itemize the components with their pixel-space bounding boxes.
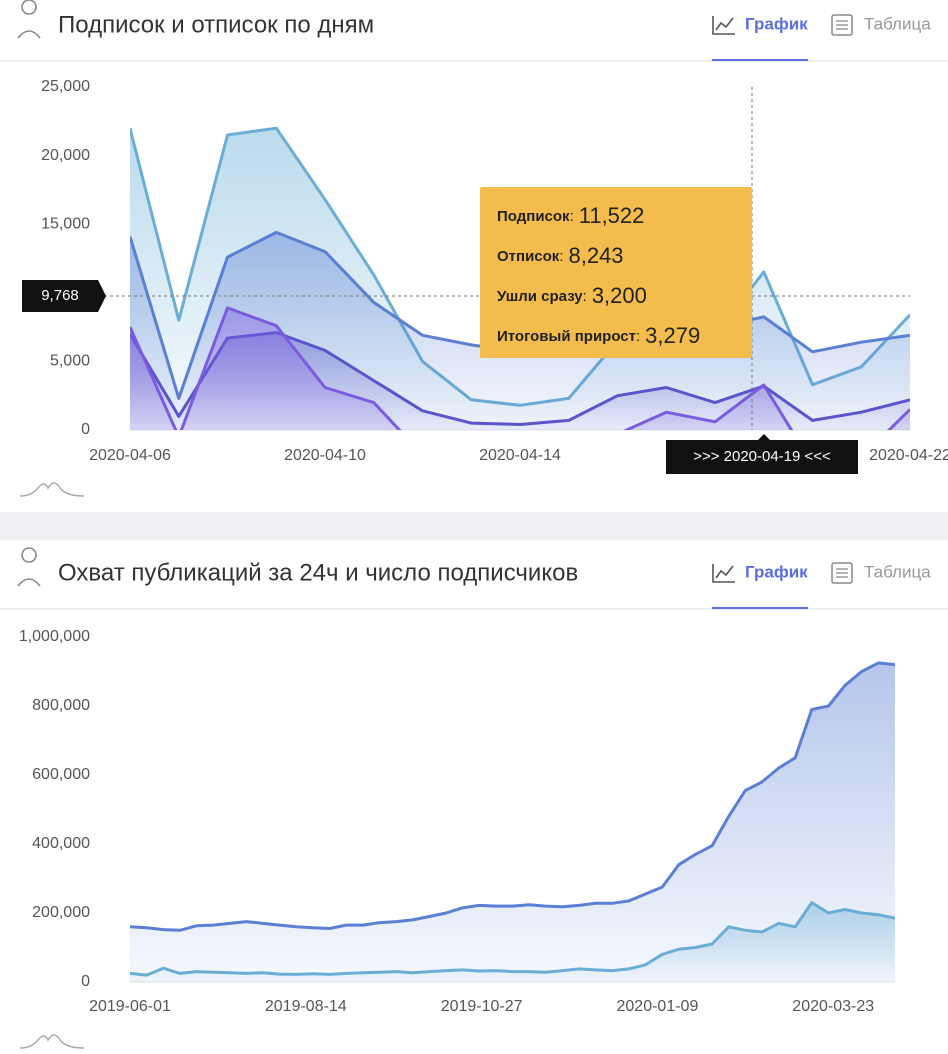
y-tick-label: 20,000 — [41, 147, 90, 164]
sparkline-icon — [19, 1034, 85, 1049]
tab-icon — [831, 14, 853, 36]
series-line — [130, 901, 895, 977]
tab-icon — [836, 20, 848, 30]
x-tick-label: 2020-03-23 — [792, 998, 874, 1015]
x-tick-label: 2020-04-14 — [479, 447, 561, 464]
x-tick-label: 2019-10-27 — [441, 998, 523, 1015]
sparkline-icon — [19, 482, 85, 497]
y-tick-label: 0 — [81, 973, 90, 990]
y-tick-label: 1,000,000 — [19, 628, 90, 645]
x-tick-label: 2019-08-14 — [265, 998, 347, 1015]
series-line — [130, 306, 910, 430]
panel-title: Подписок и отписок по дням — [58, 11, 374, 38]
area — [130, 902, 895, 982]
tab-chart[interactable]: График — [745, 14, 808, 33]
y-tick-label: 15,000 — [41, 215, 90, 232]
tooltip-label: Итоговый прирост — [497, 328, 636, 345]
x-tick-label: 2020-04-22 — [869, 447, 948, 464]
y-tick-label: 800,000 — [32, 697, 90, 714]
plot — [130, 661, 895, 982]
crosshair-label: 9,768 — [41, 287, 79, 304]
x-tick-label: 2020-01-09 — [617, 998, 699, 1015]
y-tick-label: 0 — [81, 421, 90, 438]
tab-table[interactable]: Таблица — [864, 14, 931, 33]
tab-icon — [712, 564, 735, 583]
tooltip-box — [480, 187, 752, 358]
x-hover-label: >>> 2020-04-19 <<< — [693, 448, 831, 465]
tooltip-row: Итоговый прирост: 3,279 — [497, 323, 700, 348]
tab-icon — [712, 16, 735, 35]
tooltip-separator: : — [636, 328, 640, 345]
tab-table[interactable]: Таблица — [864, 562, 931, 581]
tooltip-label: Ушли сразу — [497, 288, 583, 305]
tooltip-value: 3,200 — [592, 283, 647, 308]
tooltip-separator: : — [583, 288, 587, 305]
series-line — [130, 661, 895, 932]
x-tick-label: 2020-04-06 — [89, 447, 171, 464]
y-tick-label: 25,000 — [41, 78, 90, 95]
header-icon — [17, 0, 41, 39]
tooltip-separator: : — [570, 208, 574, 225]
panel-title: Охват публикаций за 24ч и число подписчи… — [58, 559, 578, 586]
tooltip-row: Ушли сразу: 3,200 — [497, 283, 647, 308]
tooltip-separator: : — [559, 248, 563, 265]
x-label-box — [666, 434, 858, 474]
x-tick-label: 2020-04-10 — [284, 447, 366, 464]
header-icon — [17, 547, 41, 587]
tab-chart[interactable]: График — [745, 562, 808, 581]
tab-icon — [836, 568, 848, 578]
tooltip-row: Отписок: 8,243 — [497, 243, 624, 268]
y-tick-label: 5,000 — [50, 353, 90, 370]
crosshair-label-box — [22, 279, 106, 312]
y-tick-label: 200,000 — [32, 904, 90, 921]
tooltip-value: 8,243 — [568, 243, 623, 268]
area — [130, 662, 895, 982]
tooltip-label: Отписок — [497, 248, 560, 265]
y-tick-label: 400,000 — [32, 835, 90, 852]
area — [130, 307, 910, 430]
tooltip-value: 11,522 — [579, 203, 645, 228]
separator — [0, 512, 948, 540]
tooltip-label: Подписок — [497, 208, 570, 225]
tab-icon — [831, 562, 853, 584]
tooltip-row: Подписок: 11,522 — [497, 203, 644, 228]
tooltip-value: 3,279 — [645, 323, 700, 348]
y-tick-label: 600,000 — [32, 766, 90, 783]
x-tick-label: 2019-06-01 — [89, 998, 171, 1015]
